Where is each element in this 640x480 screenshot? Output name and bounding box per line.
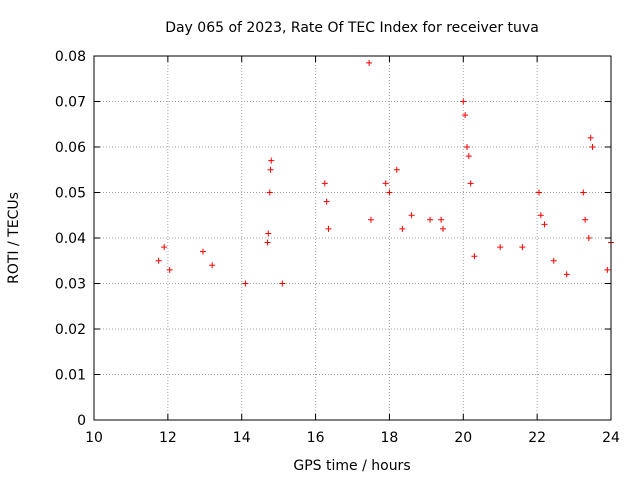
data-point — [537, 212, 544, 219]
data-point — [585, 235, 592, 241]
data-point — [166, 266, 173, 273]
data-point — [497, 244, 504, 251]
y-tick-label: 0.02 — [55, 322, 86, 338]
data-point — [519, 244, 526, 251]
y-tick-label: 0.04 — [55, 231, 86, 247]
data-point — [463, 144, 470, 150]
data-point — [209, 262, 216, 269]
y-tick-label: 0.07 — [55, 95, 86, 111]
y-tick-label: 0.08 — [55, 49, 86, 65]
data-point — [161, 244, 168, 251]
data-point — [541, 221, 548, 228]
data-point — [268, 157, 275, 164]
y-tick-label: 0.05 — [55, 186, 86, 202]
data-point — [462, 112, 469, 119]
data-point — [535, 189, 542, 196]
data-point — [264, 239, 271, 246]
data-point — [199, 248, 206, 255]
y-tick-label: 0.01 — [55, 368, 86, 384]
data-point — [266, 189, 273, 196]
y-tick-label: 0 — [77, 413, 86, 429]
y-axis-label: ROTI / TECUs — [6, 192, 22, 284]
data-point — [465, 153, 472, 160]
x-tick-label: 24 — [602, 430, 620, 446]
data-point — [408, 212, 415, 219]
y-tick-label: 0.06 — [55, 140, 86, 156]
x-tick-label: 12 — [159, 430, 177, 446]
data-point — [279, 280, 286, 287]
x-tick-label: 20 — [454, 430, 472, 446]
data-point — [265, 230, 272, 237]
data-point — [386, 189, 393, 196]
data-point — [467, 180, 474, 187]
axis-ticks: 0 0.01 0.02 0.03 0.04 0.05 0.06 0.07 0.08 10 12 14 1… — [55, 49, 620, 446]
data-point — [155, 257, 162, 264]
data-point — [393, 166, 400, 173]
data-point — [587, 134, 594, 141]
data-point — [366, 59, 373, 66]
grid-lines — [94, 56, 611, 420]
data-point — [325, 225, 332, 232]
data-point — [439, 225, 446, 232]
data-point — [582, 216, 589, 223]
data-point — [242, 280, 249, 287]
data-point — [471, 253, 478, 260]
chart-title: Day 065 of 2023, Rate Of TEC Index for r… — [165, 20, 539, 36]
data-point — [267, 166, 274, 173]
data-points — [155, 59, 614, 287]
x-axis-label: GPS time / hours — [293, 458, 410, 474]
x-tick-label: 22 — [528, 430, 546, 446]
data-point — [589, 144, 596, 150]
data-point — [550, 257, 557, 264]
data-point — [321, 180, 328, 187]
data-point — [460, 98, 467, 105]
data-point — [563, 271, 570, 278]
data-point — [427, 216, 434, 223]
data-point — [382, 180, 389, 187]
x-tick-label: 16 — [307, 430, 325, 446]
x-tick-label: 18 — [381, 430, 399, 446]
data-point — [580, 189, 587, 196]
data-point — [438, 216, 445, 223]
data-point — [323, 198, 330, 205]
y-tick-label: 0.03 — [55, 277, 86, 293]
data-point — [399, 225, 406, 232]
x-tick-label: 10 — [85, 430, 103, 446]
data-point — [367, 216, 374, 223]
x-tick-label: 14 — [233, 430, 251, 446]
data-point — [604, 266, 611, 273]
